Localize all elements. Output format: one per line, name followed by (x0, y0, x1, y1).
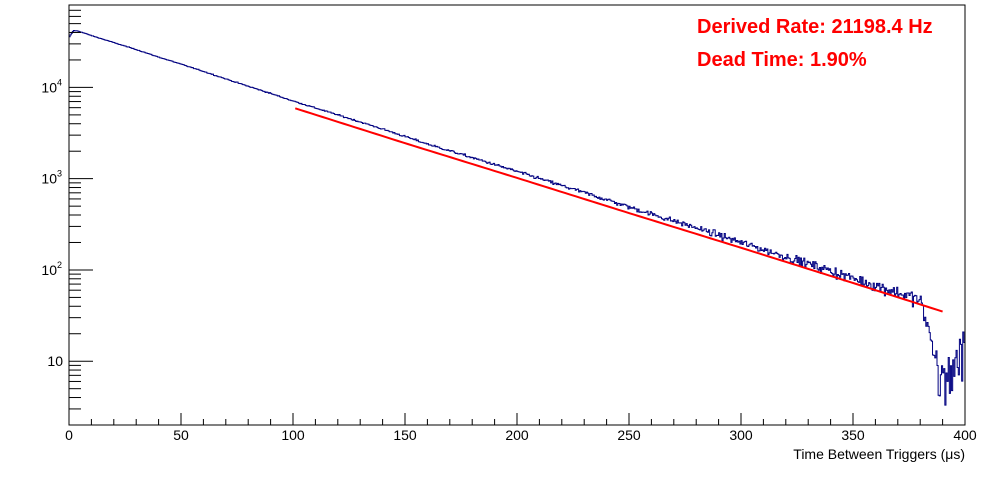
x-tick-label: 400 (953, 427, 977, 443)
x-tick-label: 150 (393, 427, 417, 443)
x-axis-title: Time Between Triggers (μs) (793, 446, 965, 462)
fit-layer (294, 107, 943, 313)
x-tick-label: 300 (729, 427, 753, 443)
y-axis-ticks (69, 4, 93, 426)
x-tick-label: 250 (617, 427, 641, 443)
x-tick-label: 0 (65, 427, 73, 443)
y-tick-label: 10 (41, 171, 57, 187)
fit-curve (294, 107, 943, 313)
x-tick-label: 50 (173, 427, 189, 443)
x-tick-label: 200 (505, 427, 529, 443)
annotation-dead-time: Dead Time: 1.90% (697, 49, 867, 71)
y-tick-exponent: 2 (57, 260, 62, 270)
x-tick-label: 100 (281, 427, 305, 443)
annotation-derived-rate: Derived Rate: 21198.4 Hz (697, 16, 933, 38)
x-axis-ticks (68, 413, 966, 425)
y-tick-exponent: 3 (57, 169, 62, 179)
x-tick-label: 350 (841, 427, 865, 443)
histogram-layer (69, 30, 965, 406)
histogram-series-line (69, 30, 965, 406)
y-tick-label: 10 (47, 353, 63, 369)
y-tick-label: 10 (41, 79, 57, 95)
x-tick-labels: 0 50 100 150 200 250 300 350 400 (65, 427, 977, 443)
y-tick-exponent: 4 (57, 77, 62, 87)
y-tick-label: 10 (41, 262, 57, 278)
